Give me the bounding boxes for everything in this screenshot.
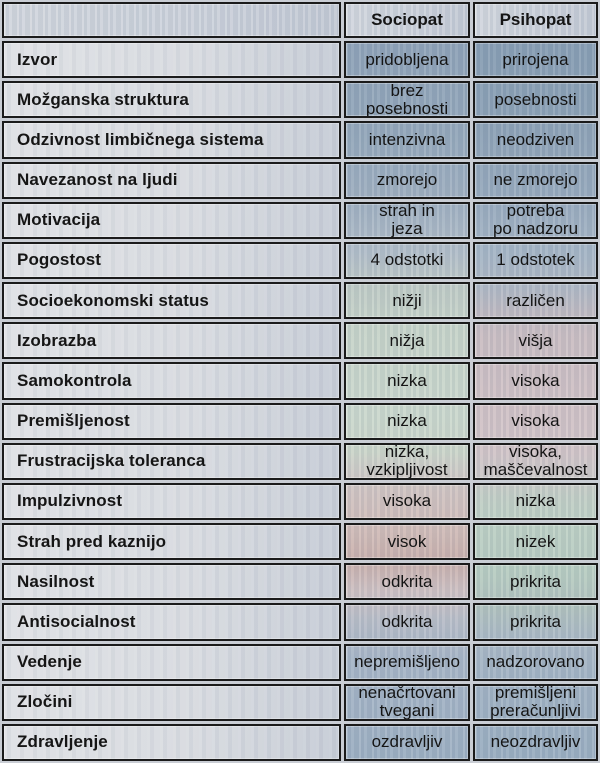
row-label-samokontrola: Samokontrola (2, 362, 341, 400)
row-label-impulzivnost: Impulzivnost (2, 482, 341, 520)
value-odzivnost-psihopat: neodziven (473, 121, 598, 159)
value-status-sociopat: nižji (344, 282, 470, 320)
row-label-socioekonomski-status: Socioekonomski status (2, 282, 341, 320)
value-samokontrola-sociopat: nizka (344, 362, 470, 400)
row-label-frustracijska-toleranca: Frustracijska toleranca (2, 442, 341, 480)
row-label-motivacija: Motivacija (2, 201, 341, 239)
row-label-vedenje: Vedenje (2, 643, 341, 681)
value-strah-sociopat: visok (344, 523, 470, 561)
value-premisljenost-psihopat: visoka (473, 402, 598, 440)
row-label-premisljenost: Premišljenost (2, 402, 341, 440)
row-label-mozganska-struktura: Možganska struktura (2, 81, 341, 119)
row-label-zdravljenje: Zdravljenje (2, 723, 341, 761)
value-antisocialnost-sociopat: odkrita (344, 603, 470, 641)
value-navezanost-sociopat: zmorejo (344, 161, 470, 199)
row-label-zlocini: Zločini (2, 683, 341, 721)
value-status-psihopat: različen (473, 282, 598, 320)
row-label-nasilnost: Nasilnost (2, 563, 341, 601)
value-antisocialnost-psihopat: prikrita (473, 603, 598, 641)
row-label-pogostost: Pogostost (2, 241, 341, 279)
value-izvor-sociopat: pridobljena (344, 41, 470, 79)
row-label-izobrazba: Izobrazba (2, 322, 341, 360)
col-header-sociopat: Sociopat (344, 2, 470, 38)
value-premisljenost-sociopat: nizka (344, 402, 470, 440)
value-toleranca-psihopat: visoka, maščevalnost (473, 442, 598, 480)
value-motivacija-psihopat: potreba po nadzoru (473, 201, 598, 239)
value-izvor-psihopat: prirojena (473, 41, 598, 79)
value-impulzivnost-sociopat: visoka (344, 482, 470, 520)
value-vedenje-sociopat: nepremišljeno (344, 643, 470, 681)
value-zlocini-sociopat: nenačrtovani tvegani (344, 683, 470, 721)
value-pogostost-psihopat: 1 odstotek (473, 241, 598, 279)
row-label-antisocialnost: Antisocialnost (2, 603, 341, 641)
value-pogostost-sociopat: 4 odstotki (344, 241, 470, 279)
row-label-odzivnost-limbicnega-sistema: Odzivnost limbičnega sistema (2, 121, 341, 159)
value-vedenje-psihopat: nadzorovano (473, 643, 598, 681)
value-strah-psihopat: nizek (473, 523, 598, 561)
value-nasilnost-sociopat: odkrita (344, 563, 470, 601)
value-zlocini-psihopat: premišljeni preračunljivi (473, 683, 598, 721)
col-header-empty (2, 2, 341, 38)
col-header-psihopat: Psihopat (473, 2, 598, 38)
value-impulzivnost-psihopat: nizka (473, 482, 598, 520)
value-mozganska-struktura-sociopat: brez posebnosti (344, 81, 470, 119)
value-nasilnost-psihopat: prikrita (473, 563, 598, 601)
row-label-strah-pred-kaznijo: Strah pred kaznijo (2, 523, 341, 561)
row-label-izvor: Izvor (2, 41, 341, 79)
value-zdravljenje-sociopat: ozdravljiv (344, 723, 470, 761)
value-mozganska-struktura-psihopat: posebnosti (473, 81, 598, 119)
value-zdravljenje-psihopat: neozdravljiv (473, 723, 598, 761)
value-toleranca-sociopat: nizka, vzkipljivost (344, 442, 470, 480)
value-odzivnost-sociopat: intenzivna (344, 121, 470, 159)
value-izobrazba-psihopat: višja (473, 322, 598, 360)
value-izobrazba-sociopat: nižja (344, 322, 470, 360)
value-samokontrola-psihopat: visoka (473, 362, 598, 400)
value-navezanost-psihopat: ne zmorejo (473, 161, 598, 199)
value-motivacija-sociopat: strah in jeza (344, 201, 470, 239)
row-label-navezanost-na-ljudi: Navezanost na ljudi (2, 161, 341, 199)
